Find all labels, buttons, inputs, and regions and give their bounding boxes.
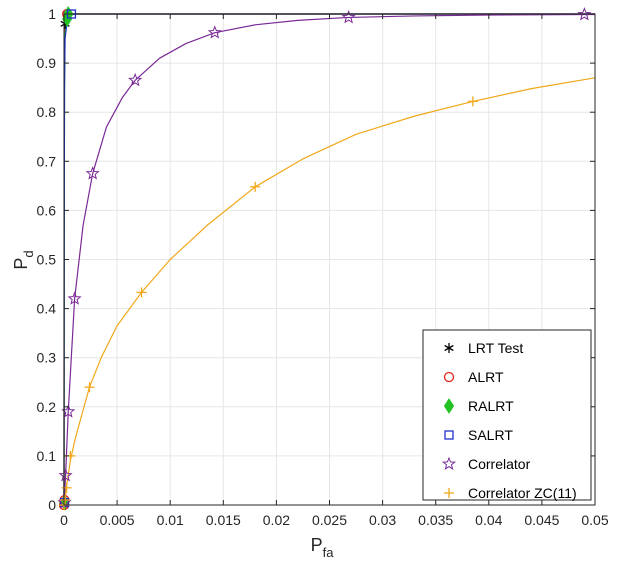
x-tick-label: 0.005 (100, 512, 135, 528)
series-5-point (467, 96, 478, 107)
y-tick-label: 0 (48, 497, 56, 513)
y-tick-label: 0.7 (37, 153, 57, 169)
series-line-4 (63, 13, 595, 506)
x-tick-label: 0.04 (475, 512, 502, 528)
x-tick-label: 0.03 (369, 512, 396, 528)
x-tick-label: 0.01 (157, 512, 184, 528)
series-5-point (250, 181, 261, 192)
legend-marker-0 (444, 343, 454, 353)
legend-marker-2 (443, 398, 455, 414)
legend-marker-5 (444, 488, 454, 498)
x-tick-labels: 0 0.005 0.01 0.015 0.02 0.025 0.03 0.035 0.04 0.0… (60, 512, 609, 528)
y-tick-label: 0.3 (37, 350, 57, 366)
x-axis-label-sub: fa (323, 545, 335, 560)
series-4-point (128, 72, 143, 87)
x-tick-label: 0.015 (206, 512, 241, 528)
x-tick-label: 0.025 (312, 512, 347, 528)
legend-label-1: ALRT (468, 369, 504, 385)
legend-label-2: RALRT (468, 398, 514, 414)
x-tick-label: 0 (60, 512, 68, 528)
x-tick-label: 0.02 (263, 512, 290, 528)
x-axis-label-main: P (311, 535, 323, 555)
legend-marker-3 (444, 430, 454, 440)
y-tick-label: 0.1 (37, 448, 57, 464)
legend-label-0: LRT Test (468, 340, 523, 356)
series-5-point (84, 382, 95, 393)
legend: LRT Test ALRT RALRT SALRT Correlator Correlat… (422, 329, 592, 501)
legend-label-5: Correlator ZC(11) (468, 485, 577, 501)
legend-label-4: Correlator (468, 456, 531, 472)
y-tick-label: 0.4 (37, 301, 57, 317)
y-axis-label-sub: d (21, 250, 36, 257)
ticks (63, 13, 596, 506)
x-axis-label: Pfa (311, 535, 335, 560)
series-5-point (136, 287, 147, 298)
series-4-point (207, 25, 222, 39)
y-axis-label-main: P (11, 258, 31, 270)
y-tick-label: 0.2 (37, 399, 57, 415)
y-tick-label: 1 (48, 6, 56, 22)
x-tick-label: 0.05 (581, 512, 608, 528)
y-tick-label: 0.9 (37, 55, 57, 71)
x-tick-label: 0.035 (418, 512, 453, 528)
y-axis-label: Pd (11, 250, 36, 269)
y-tick-labels: 0 0.1 0.2 0.3 0.4 0.5 0.6 0.7 0.8 0.9 1 (37, 6, 57, 513)
y-tick-label: 0.8 (37, 104, 57, 120)
legend-label-3: SALRT (468, 427, 513, 443)
series-4-point (67, 291, 82, 305)
series-markers (57, 6, 592, 511)
series-4-point (577, 7, 592, 21)
legend-box (422, 329, 592, 501)
legend-marker-4 (441, 456, 457, 470)
series-5-point (60, 495, 71, 506)
series-line-5 (63, 77, 596, 506)
y-tick-label: 0.5 (37, 252, 57, 268)
series-4-point (58, 468, 73, 482)
series-4-point (341, 10, 356, 24)
y-tick-label: 0.6 (37, 202, 57, 218)
x-tick-label: 0.045 (524, 512, 559, 528)
legend-marker-1 (443, 371, 455, 383)
series-5-point (61, 482, 72, 493)
series-4-point (85, 166, 100, 180)
